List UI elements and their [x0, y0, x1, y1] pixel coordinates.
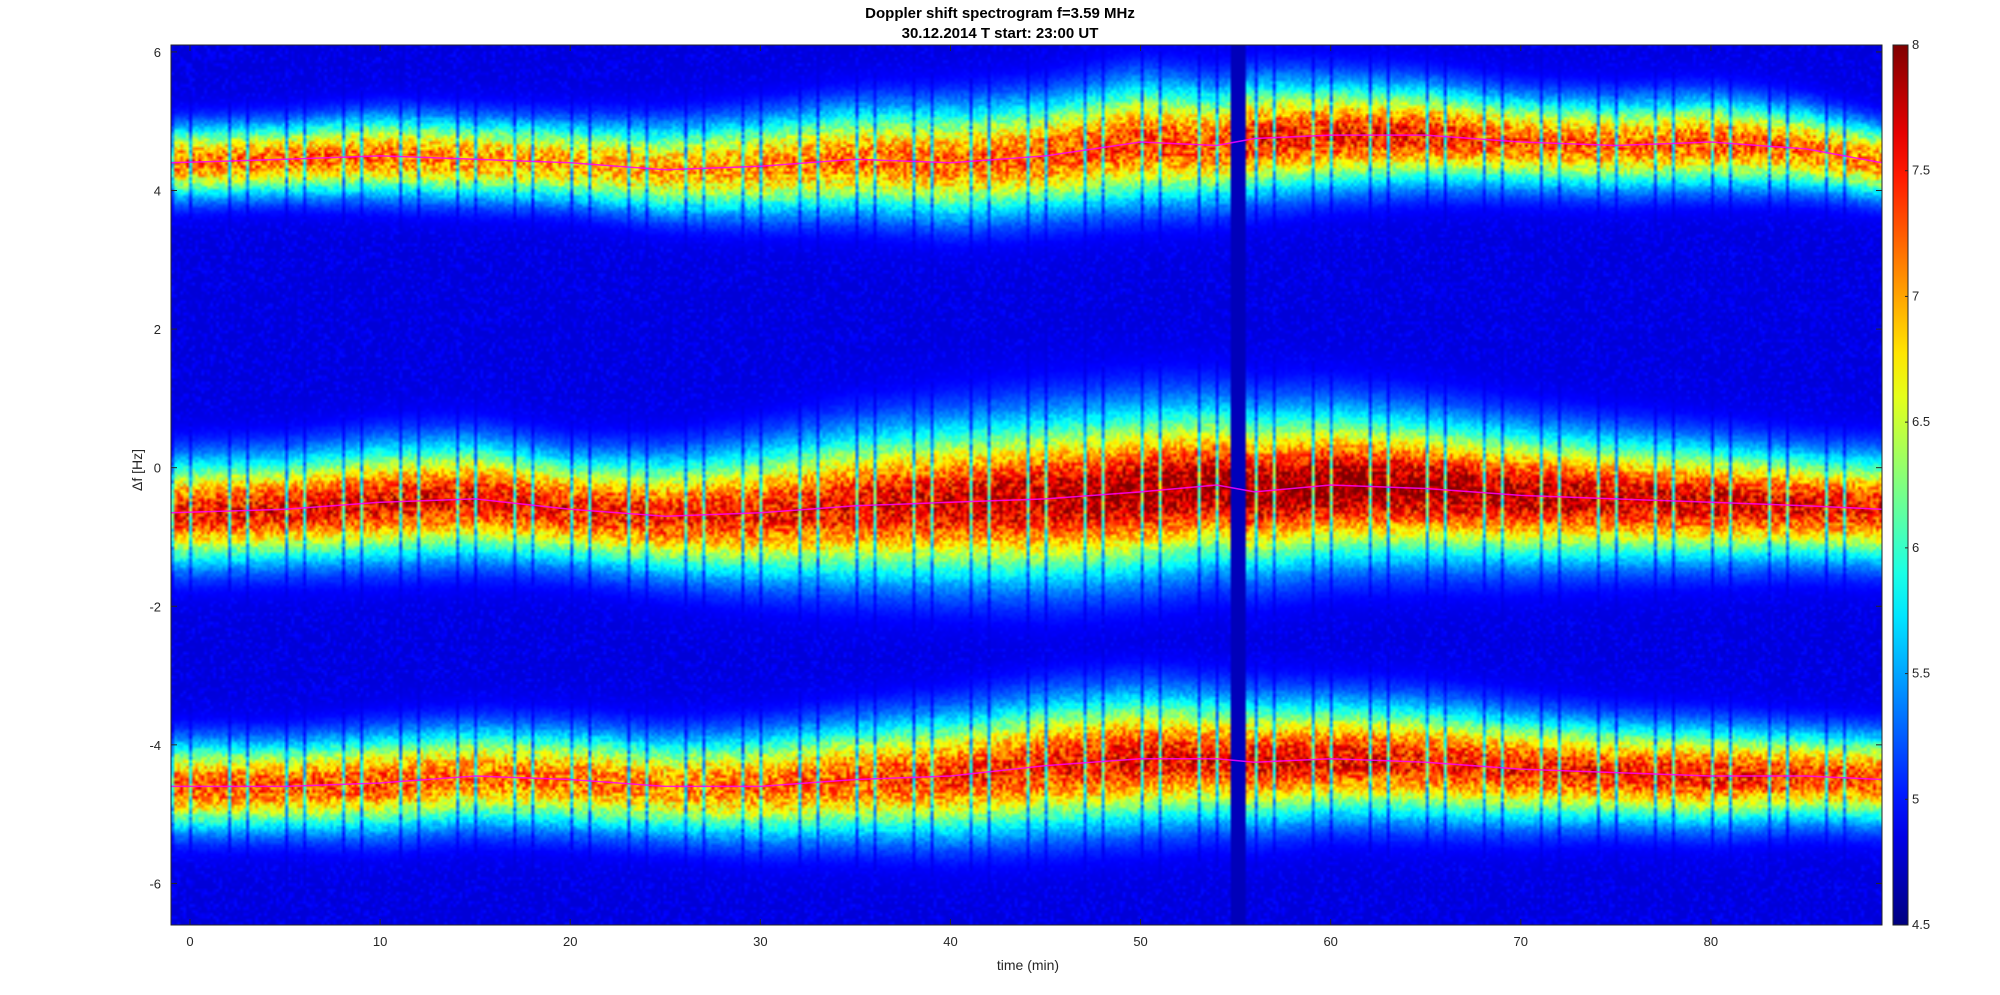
y-tick-label: 2 [154, 322, 161, 337]
y-tick-label: 6 [154, 45, 161, 60]
x-tick-label: 10 [373, 934, 387, 949]
trace-line-middle [170, 484, 1883, 517]
colorbar-tick-label: 7.5 [1912, 163, 1930, 178]
y-tick-label: 0 [154, 461, 161, 476]
x-tick-label: 80 [1704, 934, 1718, 949]
colorbar-tick-label: 5.5 [1912, 666, 1930, 681]
plot-area [171, 45, 1882, 925]
trace-lines [170, 134, 1883, 788]
colorbar-tick-label: 6 [1912, 540, 1919, 555]
colorbar-tick-label: 8 [1912, 37, 1919, 52]
x-tick-label: 20 [563, 934, 577, 949]
chart-title: Doppler shift spectrogram f=3.59 MHz [865, 5, 1135, 22]
spectrogram-heatmap [171, 45, 1882, 925]
y-tick-label: -6 [149, 876, 161, 891]
plot-frame [170, 44, 1883, 926]
x-tick-label: 70 [1514, 934, 1528, 949]
trace-line-upper [170, 134, 1883, 171]
y-tick-label: -2 [149, 599, 161, 614]
x-tick-label: 60 [1323, 934, 1337, 949]
y-tick-label: -4 [149, 738, 161, 753]
colorbar-tick-label: 4.5 [1912, 917, 1930, 932]
colorbar: 8 7.5 7 6.5 6 5.5 5 4.5 [1892, 37, 1930, 932]
x-tick-label: 30 [753, 934, 767, 949]
colorbar-tick-label: 5 [1912, 791, 1919, 806]
y-axis-label: Δf [Hz] [129, 449, 145, 491]
chart-subtitle: 30.12.2014 T start: 23:00 UT [901, 25, 1099, 42]
x-tick-label: 40 [943, 934, 957, 949]
colorbar-gradient [1892, 44, 1909, 926]
trace-line-lower [171, 757, 1883, 788]
x-axis-label: time (min) [997, 957, 1059, 973]
colorbar-tick-label: 7 [1912, 288, 1919, 303]
x-tick-label: 0 [186, 934, 193, 949]
colorbar-tick-label: 6.5 [1912, 414, 1930, 429]
x-tick-label: 50 [1133, 934, 1147, 949]
y-tick-label: 4 [154, 184, 161, 199]
